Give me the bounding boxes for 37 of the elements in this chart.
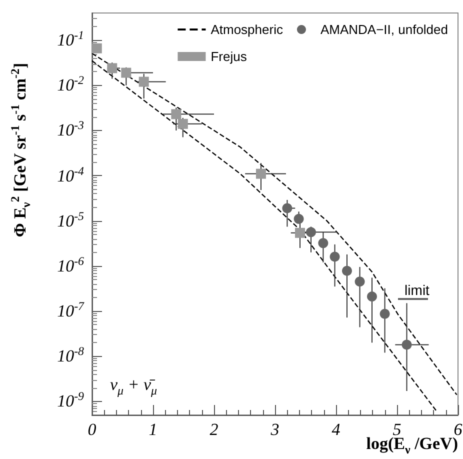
legend-label: AMANDA−II, unfolded bbox=[320, 22, 448, 37]
legend-label: Atmospheric bbox=[210, 22, 284, 37]
y-tick-label: 10$^{-1}$ bbox=[57, 28, 84, 50]
point bbox=[107, 63, 118, 74]
point bbox=[306, 227, 316, 238]
point bbox=[295, 228, 306, 238]
y-tick-label: 10$^{-4}$ bbox=[57, 163, 84, 186]
x-tick-label: 4 bbox=[332, 420, 340, 439]
x-tick-label: 2 bbox=[210, 420, 218, 439]
point bbox=[380, 308, 390, 319]
legend-label: Frejus bbox=[210, 49, 248, 64]
point bbox=[330, 252, 340, 262]
point bbox=[402, 340, 412, 350]
point bbox=[294, 214, 304, 224]
x-tick-label: 0 bbox=[88, 420, 96, 439]
y-tick-label: 10$^{-2}$ bbox=[57, 73, 84, 95]
point bbox=[342, 266, 352, 276]
point bbox=[138, 76, 149, 87]
point bbox=[92, 43, 102, 54]
x-tick-label: 3 bbox=[270, 420, 280, 439]
y-tick-label: 10$^{-9}$ bbox=[57, 389, 84, 411]
x-tick-label: 1 bbox=[148, 420, 158, 439]
point bbox=[121, 68, 132, 78]
point bbox=[178, 118, 188, 129]
point bbox=[282, 203, 292, 214]
y-tick-label: 10$^{-3}$ bbox=[57, 118, 84, 140]
annotation: ν$_{μ}$ + ν̄$_{μ}$ bbox=[110, 375, 158, 398]
y-tick-label: 10$^{-5}$ bbox=[57, 208, 84, 230]
point bbox=[367, 292, 377, 302]
annotation: limit bbox=[404, 282, 430, 298]
point bbox=[354, 276, 365, 287]
y-tick-label: 10$^{-7}$ bbox=[57, 298, 84, 321]
y-tick-label: 10$^{-8}$ bbox=[57, 344, 84, 366]
y-tick-label: 10$^{-6}$ bbox=[57, 254, 84, 276]
point bbox=[256, 168, 266, 179]
point bbox=[171, 109, 182, 120]
point bbox=[318, 238, 328, 248]
